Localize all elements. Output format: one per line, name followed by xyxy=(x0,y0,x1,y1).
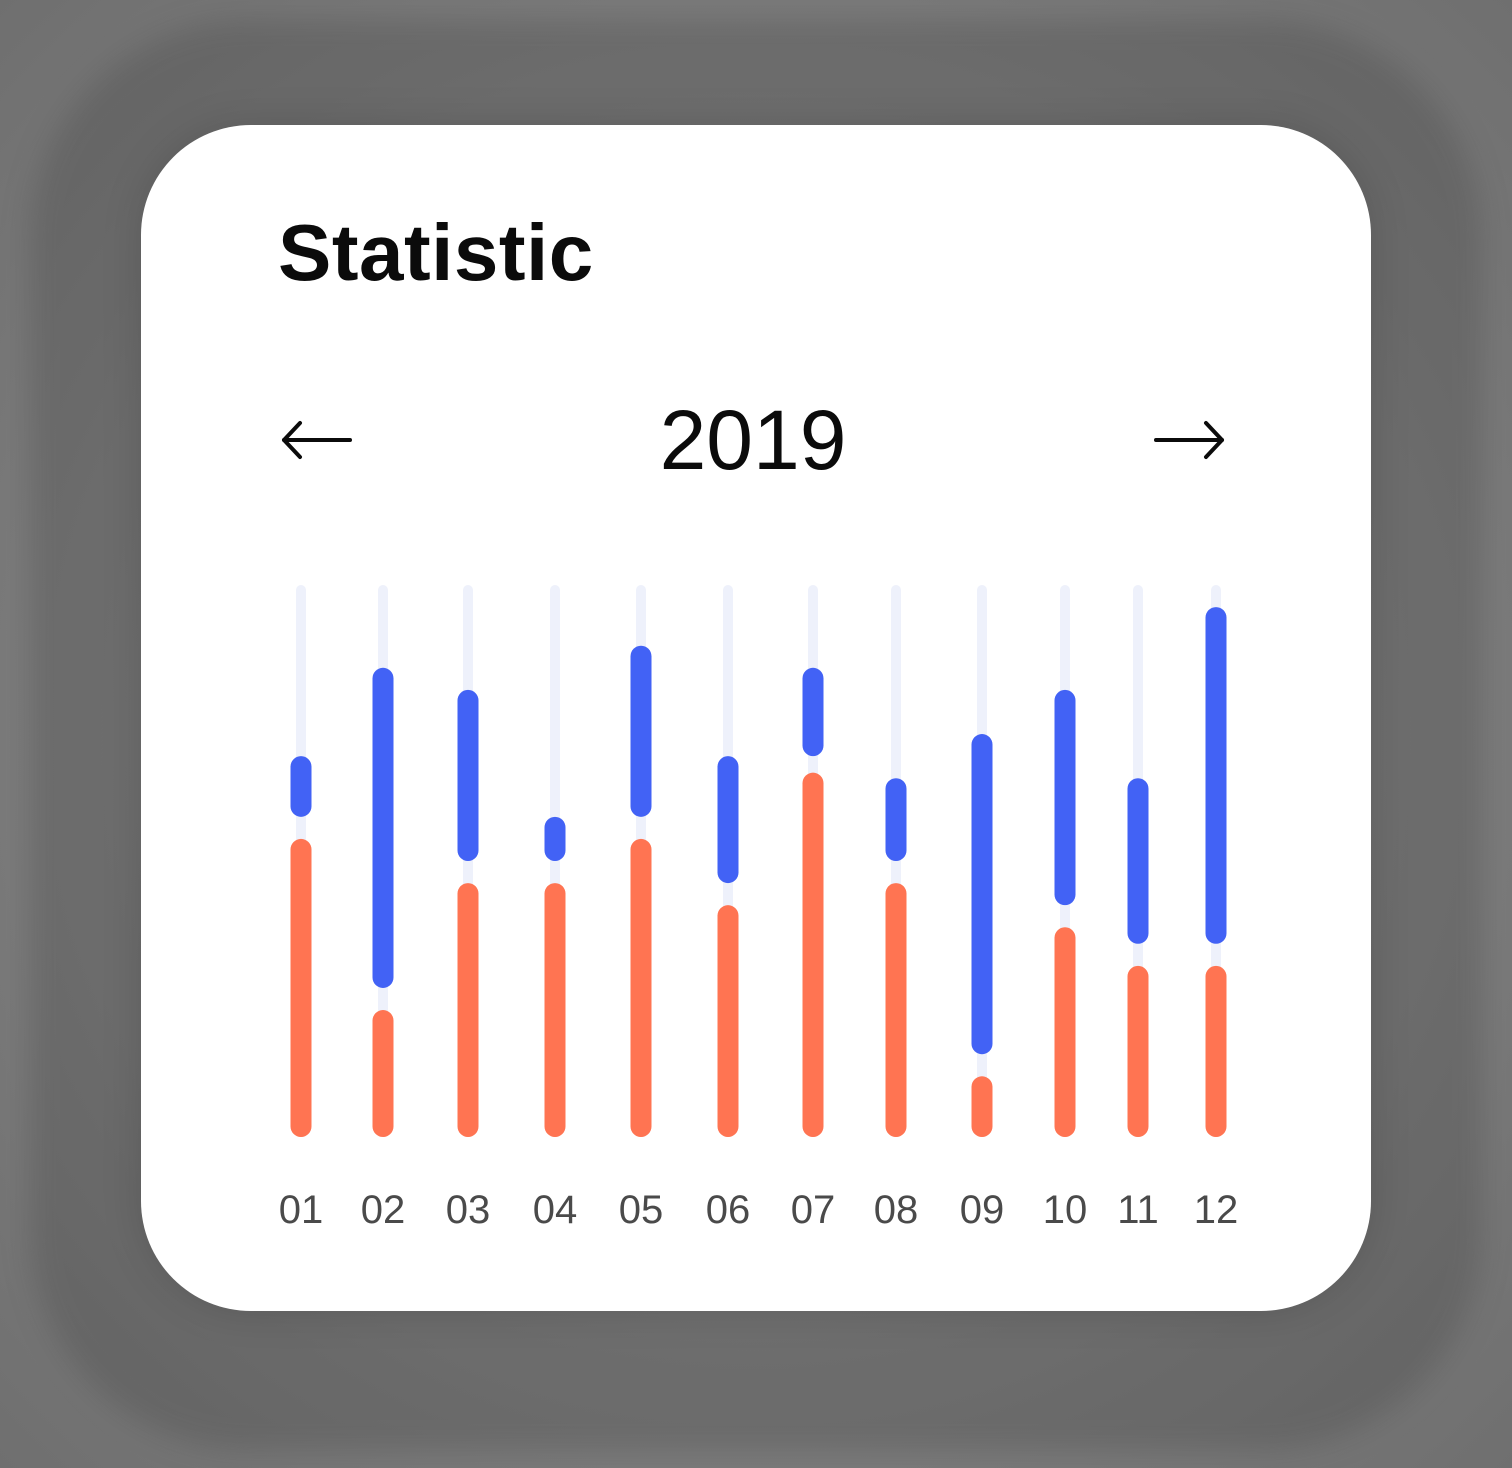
bar-segment-s1-08 xyxy=(885,883,907,1137)
month-label-06: 06 xyxy=(706,1188,751,1232)
bar-segment-s1-01 xyxy=(290,838,312,1137)
bar-segment-s2-09 xyxy=(971,734,993,1055)
bar-segment-s1-07 xyxy=(802,772,824,1137)
bar-segment-s1-04 xyxy=(544,883,566,1137)
bar-segment-s2-11 xyxy=(1127,778,1149,944)
card-title: Statistic xyxy=(278,208,594,297)
month-label-03: 03 xyxy=(446,1188,491,1232)
monthly-bar-chart: 01 02 03 04 05 06 07 08 09 10 11 12 xyxy=(279,585,1239,1232)
bar-segment-s2-01 xyxy=(290,756,312,817)
bar-segment-s1-10 xyxy=(1054,927,1076,1137)
bar-segment-s2-03 xyxy=(457,689,479,861)
arrow-right-icon[interactable] xyxy=(1148,395,1228,485)
bar-segment-s1-12 xyxy=(1205,965,1227,1137)
bar-segment-s1-03 xyxy=(457,883,479,1137)
arrow-left-icon[interactable] xyxy=(278,395,358,485)
month-label-12: 12 xyxy=(1194,1188,1239,1232)
bar-segment-s2-08 xyxy=(885,778,907,861)
month-label-05: 05 xyxy=(619,1188,664,1232)
bar-segment-s2-07 xyxy=(802,667,824,757)
bar-segment-s2-10 xyxy=(1054,689,1076,906)
month-label-09: 09 xyxy=(960,1188,1005,1232)
bar-segment-s2-04 xyxy=(544,816,566,861)
year-label: 2019 xyxy=(659,393,847,487)
bar-segment-s2-06 xyxy=(717,756,739,884)
month-label-04: 04 xyxy=(533,1188,578,1232)
bar-segment-s2-05 xyxy=(630,645,652,817)
bar-segment-s1-02 xyxy=(372,1010,394,1137)
month-label-08: 08 xyxy=(874,1188,919,1232)
bar-segment-s1-05 xyxy=(630,838,652,1137)
month-label-01: 01 xyxy=(279,1188,324,1232)
month-label-10: 10 xyxy=(1043,1188,1088,1232)
statistic-card: Statistic 2019 01 02 03 04 05 06 07 08 09 10 11 12 xyxy=(141,125,1371,1311)
month-label-07: 07 xyxy=(791,1188,836,1232)
month-label-11: 11 xyxy=(1117,1188,1159,1232)
bar-segment-s2-12 xyxy=(1205,607,1227,944)
bar-segment-s1-06 xyxy=(717,905,739,1137)
bar-segment-s2-02 xyxy=(372,667,394,988)
month-label-02: 02 xyxy=(361,1188,406,1232)
bar-segment-s1-11 xyxy=(1127,965,1149,1137)
year-navigator: 2019 xyxy=(278,395,1228,495)
bar-segment-s1-09 xyxy=(971,1076,993,1137)
